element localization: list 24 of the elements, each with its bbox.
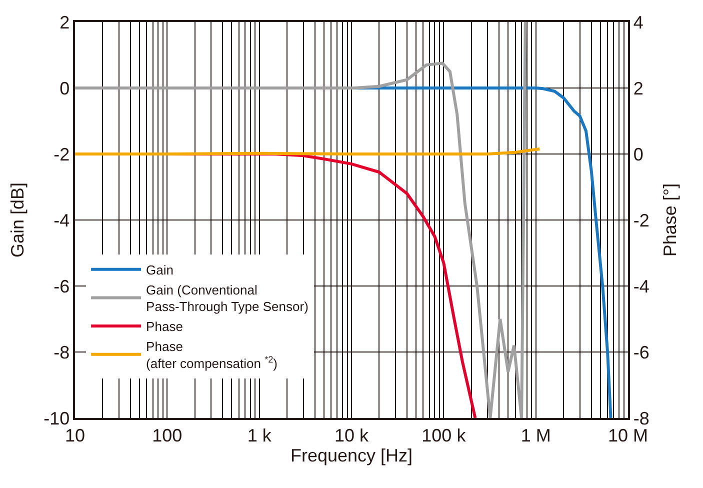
x-tick-label: 100 xyxy=(152,425,182,446)
y-tick-label: -8 xyxy=(54,342,70,362)
y-tick-label: -6 xyxy=(54,276,70,296)
y2-tick-label: 2 xyxy=(633,78,644,98)
y-tick-label: -2 xyxy=(54,144,70,164)
y-tick-label: 0 xyxy=(60,78,70,98)
x-tick-label: 1 k xyxy=(247,425,272,446)
legend-label: Phase (after compensation $^{*2}$) xyxy=(146,339,278,371)
y2-tick-label: 0 xyxy=(633,144,644,164)
legend-label: Gain (Conventional Pass-Through Type Sensor) xyxy=(146,282,308,314)
legend-label: Phase xyxy=(146,319,183,334)
y2-tick-label: -2 xyxy=(633,210,650,230)
x-tick-label: 10 k xyxy=(334,425,370,446)
y2-tick-label: 4 xyxy=(633,12,644,32)
legend-label: Gain xyxy=(146,262,174,278)
y2-axis-title: Phase [°] xyxy=(660,183,680,257)
y-tick-label: -4 xyxy=(54,210,70,230)
y2-tick-label: -4 xyxy=(633,276,650,296)
y2-tick-label: -6 xyxy=(633,342,650,362)
y-axis-title: Gain [dB] xyxy=(7,182,28,258)
x-axis-title: Frequency [Hz] xyxy=(290,445,413,466)
y-tick-label: 2 xyxy=(60,12,70,32)
x-tick-label: 1 M xyxy=(520,425,551,446)
x-tick-label: 100 k xyxy=(422,425,467,446)
